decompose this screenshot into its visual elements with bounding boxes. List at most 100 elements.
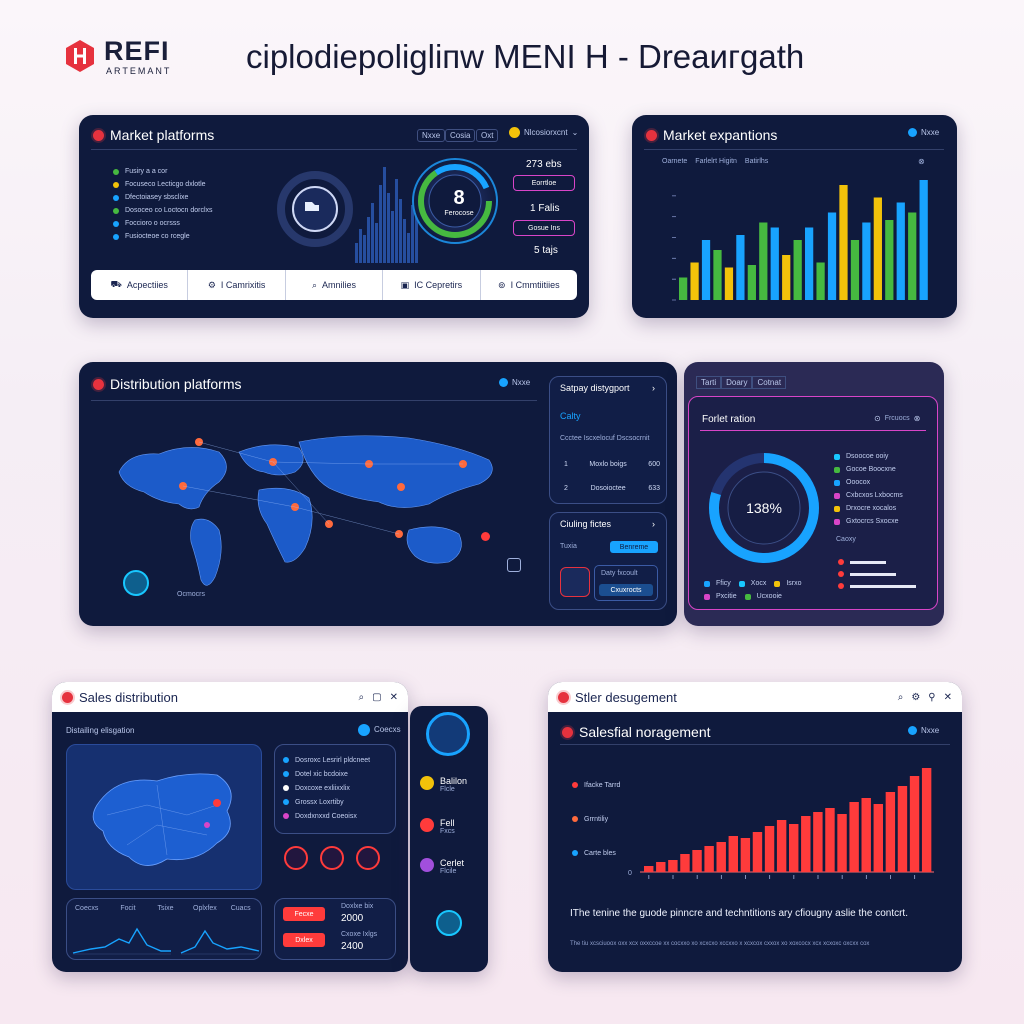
- list-item[interactable]: Dotel xic bcdoixe: [283, 767, 370, 781]
- legend-item: Isrxo: [774, 578, 802, 589]
- legend-close-icon[interactable]: ⊗: [918, 157, 925, 166]
- list-item[interactable]: Fusiocteoe co rcegle: [113, 230, 213, 243]
- table-row[interactable]: 2 Dosoioctee 633: [564, 485, 660, 492]
- forlet-title: Forlet ration: [702, 414, 756, 425]
- list-item[interactable]: Dfectoiasey sbsclixe: [113, 191, 213, 204]
- red-dot-icon: [558, 691, 569, 703]
- bar: [861, 798, 871, 872]
- list-item[interactable]: Fusiry a a cor: [113, 165, 213, 178]
- chevron-right-icon[interactable]: ›: [652, 519, 655, 529]
- warehouse-icon[interactable]: [356, 846, 380, 870]
- list-item[interactable]: Foccioro o ocrsss: [113, 217, 213, 230]
- bullet-icon: [113, 207, 119, 214]
- purple-dot-icon: [420, 858, 434, 872]
- restore-icon[interactable]: ▢: [372, 691, 382, 703]
- forlet-tabs: Tarti Doary Cotnat: [696, 376, 787, 389]
- chevron-right-icon[interactable]: ›: [652, 383, 655, 393]
- page-title: ciplodiepoligliпw MENI H - Dreaигgath: [246, 38, 805, 75]
- bar: [909, 776, 920, 872]
- bottom-item-4[interactable]: ▣ IC Cepretirs: [383, 270, 481, 300]
- bar: [782, 255, 791, 300]
- donut-value: 8: [453, 187, 465, 209]
- ciuling-row-label: Tuxia: [560, 543, 577, 550]
- bar: [849, 802, 859, 872]
- bar: [724, 267, 734, 300]
- forlet-button[interactable]: ⊙ Frcuocs ⊗: [874, 414, 921, 423]
- side-item[interactable]: Cerlet Flcile: [420, 858, 464, 875]
- bar: [740, 838, 751, 872]
- list-item[interactable]: Doxcoxe exliixxlix: [283, 781, 370, 795]
- skyline-bar: [399, 199, 402, 263]
- red-button-2[interactable]: Dxlex: [283, 933, 325, 947]
- tab-doary[interactable]: Doary: [721, 376, 753, 389]
- bar: [801, 816, 811, 872]
- tab-oxt[interactable]: Oxt: [476, 129, 499, 142]
- list-item[interactable]: Focuseco Lecticgo dxlotle: [113, 178, 213, 191]
- close-icon[interactable]: ✕: [943, 691, 952, 703]
- market-expansions-panel: Market expantions Nxxe Oarnete Farlelrt …: [632, 115, 957, 318]
- satpay-line: Ccctee Iscxelocuf Dscsocrnit: [560, 435, 650, 442]
- distribution-tab[interactable]: Nxxe: [499, 378, 530, 387]
- red-dot-icon: [420, 818, 434, 832]
- close-icon[interactable]: ✕: [389, 691, 398, 703]
- legend-item: Ifacke Tarrd: [572, 768, 620, 802]
- number-1: 2000: [341, 913, 364, 924]
- bottom-item-3[interactable]: ⌕ Amnilies: [286, 270, 384, 300]
- sales-mgmt-tab[interactable]: Nxxe: [908, 726, 939, 735]
- tab-cosia[interactable]: Cosia: [445, 129, 476, 142]
- location-pin-icon[interactable]: [436, 910, 462, 936]
- list-item[interactable]: Dosoceo co Loctocn dorclxs: [113, 204, 213, 217]
- ciuling-pill[interactable]: Benreme: [610, 541, 658, 553]
- bar: [716, 842, 726, 872]
- truck-badge-icon[interactable]: [426, 712, 470, 756]
- list-item[interactable]: Doxdxnxxd Coeoisx: [283, 809, 370, 823]
- skyline-bar: [375, 223, 378, 263]
- bar: [644, 866, 654, 872]
- axis-zero: 0: [628, 870, 632, 877]
- red-dot-icon: [93, 378, 104, 390]
- donut-sublabel: Ferocose: [444, 210, 474, 217]
- market-expansions-tab[interactable]: Nxxe: [908, 128, 939, 137]
- legend-item: Grrntiliy: [572, 802, 620, 836]
- settings-icon[interactable]: ⚙: [911, 691, 921, 703]
- bar: [764, 826, 775, 872]
- user-menu[interactable]: Nlcosiorxcnt ⌄: [509, 127, 578, 138]
- table-row[interactable]: 1 Moxlo boigs 600: [564, 461, 660, 468]
- market-platforms-panel: Market platforms Nxxe Cosia Oxt Nlcosior…: [79, 115, 589, 318]
- side-item[interactable]: Balilon Flcle: [420, 776, 467, 793]
- people-icon[interactable]: [320, 846, 344, 870]
- list-item[interactable]: Dosroxc Lesrirl pldcneet: [283, 753, 370, 767]
- tab-cotnat[interactable]: Cotnat: [752, 376, 787, 389]
- list-item[interactable]: Grossx Loxrtiby: [283, 795, 370, 809]
- shop-icon[interactable]: [284, 846, 308, 870]
- bullet-icon: [113, 220, 119, 227]
- bar: [793, 240, 802, 300]
- ciuling-title: Ciuling fictes: [560, 519, 612, 529]
- search-icon[interactable]: ⌕: [897, 691, 904, 703]
- satpay-sub: Calty: [560, 411, 581, 421]
- bottom-item-1[interactable]: ⛟ Acpectiies: [91, 270, 189, 300]
- map-marker-icon[interactable]: [481, 532, 490, 541]
- bottom-item-2[interactable]: ⚙ I Camrixitis: [188, 270, 286, 300]
- tab-tarti[interactable]: Tarti: [696, 376, 722, 389]
- map-pin-icon[interactable]: [123, 570, 149, 596]
- legend-item: Batirlhs: [744, 158, 769, 165]
- bottom-item-5[interactable]: ⊚ I Cmmtiitiies: [498, 279, 560, 291]
- search-icon[interactable]: ⌕: [358, 691, 365, 703]
- forlet-panel: Tarti Doary Cotnat Forlet ration ⊙ Frcuo…: [684, 362, 944, 626]
- market-platforms-bottom-bar: ⛟ Acpectiies ⚙ I Camrixitis ⌕ Amnilies ▣ IC …: [91, 270, 577, 300]
- red-button-1[interactable]: Fecxe: [283, 907, 325, 921]
- pin-icon[interactable]: ⚲: [928, 691, 936, 703]
- bar: [747, 265, 756, 300]
- tab-nxxe[interactable]: Nxxe: [417, 129, 446, 142]
- side-item[interactable]: Fell Fxcs: [420, 818, 455, 835]
- ciuling-box-button[interactable]: Cxuxrocts: [599, 584, 653, 596]
- cart-icon[interactable]: [560, 567, 590, 597]
- legend-item: Farlelrt Higitn: [695, 158, 737, 165]
- globe-icon[interactable]: [358, 724, 370, 736]
- distribution-title-row: Distribution platforms: [93, 376, 242, 392]
- bar: [873, 804, 884, 872]
- map-zoom-icon[interactable]: [507, 558, 521, 572]
- skyline-bars: [355, 167, 418, 263]
- search-icon: ⌕: [311, 279, 318, 290]
